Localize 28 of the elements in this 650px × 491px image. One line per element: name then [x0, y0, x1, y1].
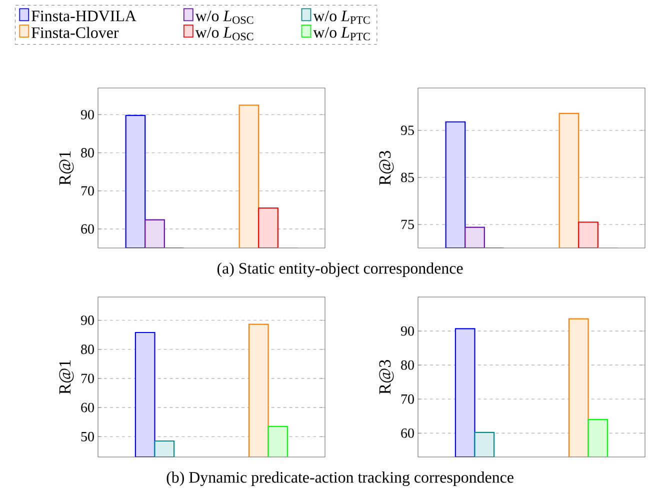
y-tick-label: 95: [400, 126, 414, 136]
y-tick-label: 80: [81, 344, 94, 354]
y-axis-title: R@1: [59, 360, 74, 394]
y-axis-title: R@3: [379, 150, 394, 186]
y-axis-title: R@1: [59, 151, 74, 186]
y-tick-label: 70: [401, 394, 414, 404]
y-tick-label: 60: [81, 224, 94, 234]
legend-label: Finsta-Clover: [32, 26, 119, 38]
y-tick-label: 50: [81, 432, 94, 442]
legend-label: Finsta-HDVILA: [32, 10, 136, 22]
y-tick-label: 70: [81, 374, 94, 384]
y-tick-label: 90: [80, 316, 94, 325]
text: (a) Static entity-object correspondence: [217, 262, 463, 278]
y-tick-label: 90: [400, 326, 414, 336]
legend-label: w/o L$_{PTC}$: [313, 10, 370, 24]
legend-label: w/o L$_{OSC}$: [195, 10, 254, 24]
legend-label: w/o L$_{OSC}$: [195, 27, 254, 40]
y-tick-label: 85: [401, 172, 414, 182]
y-tick-label: 70: [81, 186, 94, 196]
legend-label: w/o L$_{PTC}$: [313, 27, 370, 40]
y-tick-label: 75: [401, 220, 414, 230]
y-tick-label: 80: [401, 360, 414, 370]
text: (b) Dynamic predicate-action tracking correspondence: [166, 472, 514, 486]
y-tick-label: 60: [81, 402, 94, 412]
y-tick-label: 90: [80, 110, 94, 120]
y-tick-label: 60: [401, 428, 414, 438]
y-axis-title: R@3: [379, 360, 394, 394]
y-tick-label: 80: [81, 148, 94, 158]
